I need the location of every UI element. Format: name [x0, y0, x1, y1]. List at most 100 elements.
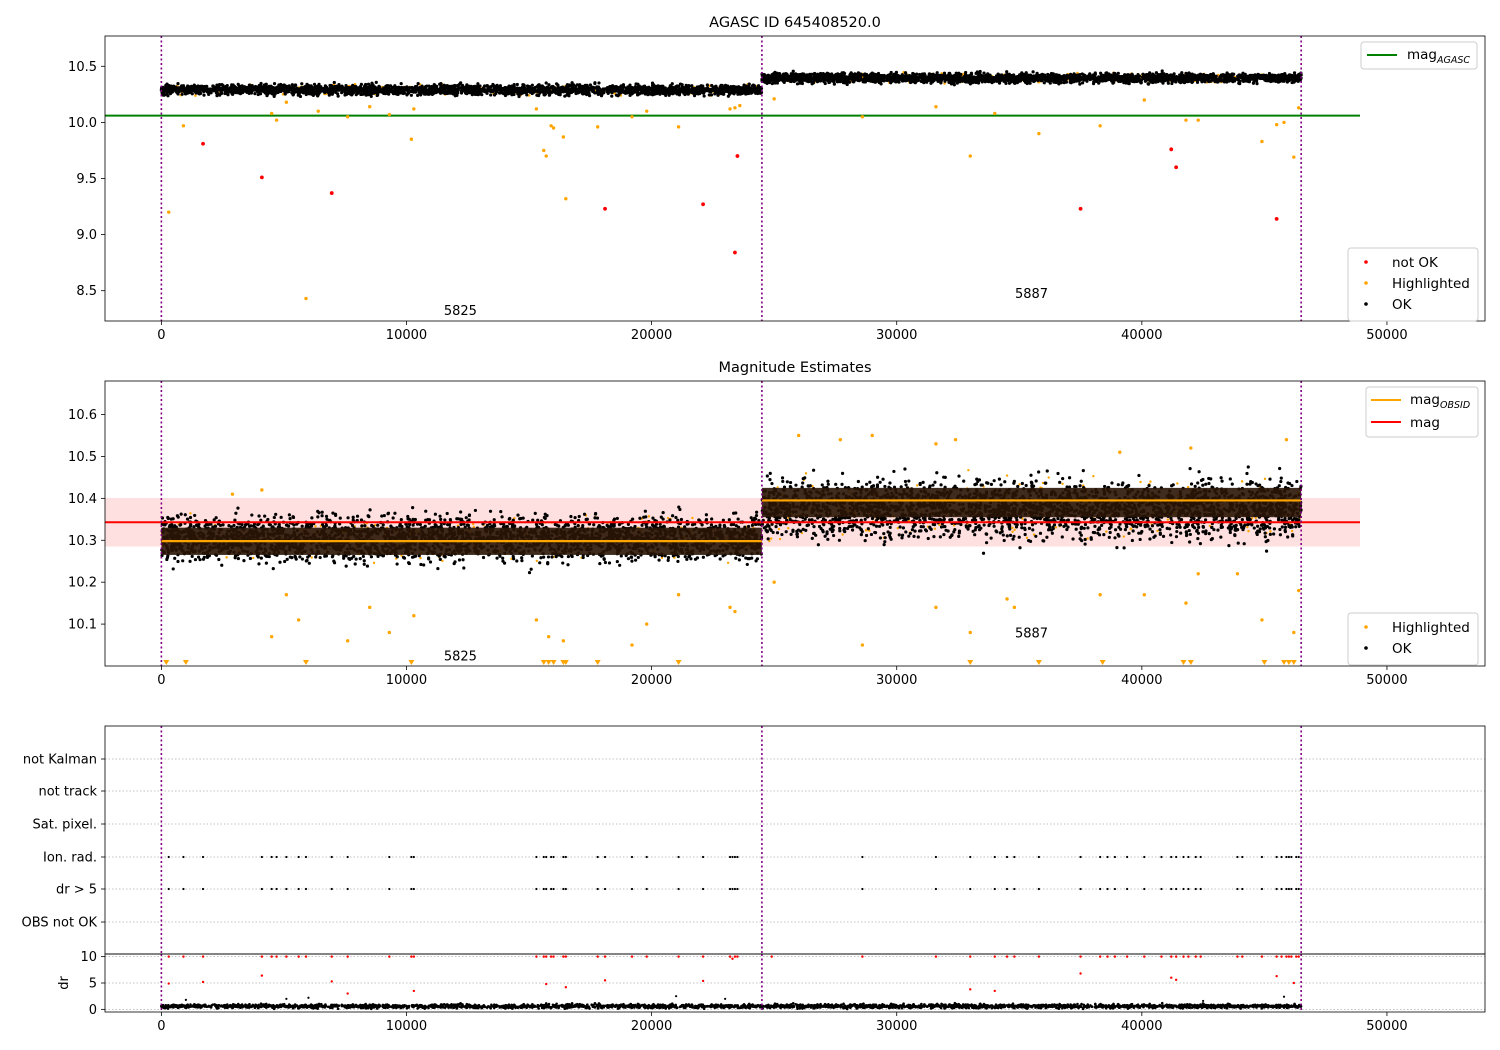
ok-point: [497, 86, 501, 90]
ok-point: [459, 91, 464, 95]
ok-point: [393, 88, 397, 92]
ok-point: [416, 93, 420, 97]
ok-point: [635, 86, 640, 90]
ok-point: [738, 87, 743, 91]
ok-point: [387, 92, 391, 96]
ok-point: [720, 83, 724, 88]
ok-point: [543, 93, 547, 97]
ok-point: [425, 92, 430, 96]
ok-point: [495, 89, 499, 94]
ok-point: [290, 85, 294, 89]
ok-point: [230, 83, 234, 87]
ok-point: [356, 87, 361, 91]
ok-point: [503, 85, 508, 90]
ok-point: [702, 94, 706, 98]
ok-point: [207, 92, 211, 96]
ok-point: [369, 94, 373, 99]
ok-point: [305, 91, 309, 95]
ok-point: [181, 84, 185, 88]
ok-point: [575, 88, 579, 92]
ok-point: [515, 82, 519, 87]
ok-point: [373, 90, 377, 95]
ok-point: [512, 84, 516, 88]
ok-point: [978, 69, 982, 74]
ok-point: [305, 84, 309, 88]
ok-point: [316, 84, 320, 88]
ok-point: [1180, 71, 1184, 75]
ok-point: [242, 85, 247, 89]
ok-point: [849, 71, 853, 75]
ok-point: [748, 88, 752, 93]
highlighted-point: [194, 94, 197, 97]
ok-point: [632, 86, 637, 91]
ok-point: [413, 87, 417, 91]
ok-point: [420, 84, 424, 88]
ok-point: [403, 88, 407, 92]
ok-point: [589, 87, 593, 91]
ok-point: [489, 93, 493, 97]
ok-point: [327, 88, 331, 93]
ok-point: [677, 93, 682, 97]
ok-point: [662, 87, 666, 92]
ok-point: [272, 90, 276, 94]
ok-point: [727, 87, 732, 91]
ok-point: [336, 92, 340, 96]
ok-point: [217, 82, 222, 87]
ok-point: [508, 86, 512, 90]
ok-point: [611, 87, 615, 91]
ok-point: [543, 86, 547, 90]
ok-point: [723, 86, 727, 90]
ok-point: [641, 85, 645, 89]
ok-point: [475, 92, 480, 97]
ok-point: [238, 89, 242, 93]
ok-point: [578, 85, 582, 90]
ok-point: [559, 90, 563, 94]
ok-point: [685, 86, 689, 91]
ok-point: [713, 92, 717, 96]
ok-point: [445, 85, 449, 89]
ok-point: [671, 91, 675, 95]
ok-point: [1092, 73, 1096, 77]
ok-point: [444, 91, 449, 95]
ok-point: [434, 90, 439, 94]
ok-point: [311, 90, 315, 94]
ok-point: [237, 84, 242, 88]
ok-point: [532, 90, 536, 94]
ok-point: [974, 71, 978, 76]
ok-point: [668, 87, 672, 92]
ok-point: [681, 90, 685, 94]
highlighted-point: [527, 94, 531, 97]
ok-point: [512, 89, 516, 93]
ok-point: [620, 87, 624, 91]
ok-point: [248, 88, 252, 92]
ok-point: [1241, 79, 1246, 83]
ok-point: [753, 86, 757, 90]
ok-point: [317, 87, 322, 91]
ok-point: [259, 89, 263, 93]
ok-point: [195, 89, 199, 93]
ok-point: [366, 82, 371, 86]
ok-point: [231, 86, 235, 91]
ok-point: [690, 84, 694, 88]
ok-point: [369, 87, 374, 91]
ok-point: [340, 84, 344, 88]
figure-title: AGASC ID 645408520.0: [709, 15, 881, 31]
ok-point: [175, 88, 179, 92]
ok-point: [709, 93, 714, 97]
ok-point: [556, 83, 560, 87]
ok-point: [279, 88, 283, 92]
ok-point: [422, 92, 426, 96]
ok-point: [359, 92, 363, 97]
ok-point: [610, 90, 614, 95]
ok-point: [398, 91, 402, 95]
ok-point: [165, 82, 169, 86]
ok-point: [171, 88, 175, 92]
ok-point: [361, 88, 365, 92]
ok-point: [750, 89, 754, 93]
ok-point: [492, 93, 497, 97]
ok-point: [359, 82, 364, 86]
ok-point: [265, 92, 270, 96]
ok-point: [509, 90, 513, 94]
ok-point: [354, 85, 358, 89]
